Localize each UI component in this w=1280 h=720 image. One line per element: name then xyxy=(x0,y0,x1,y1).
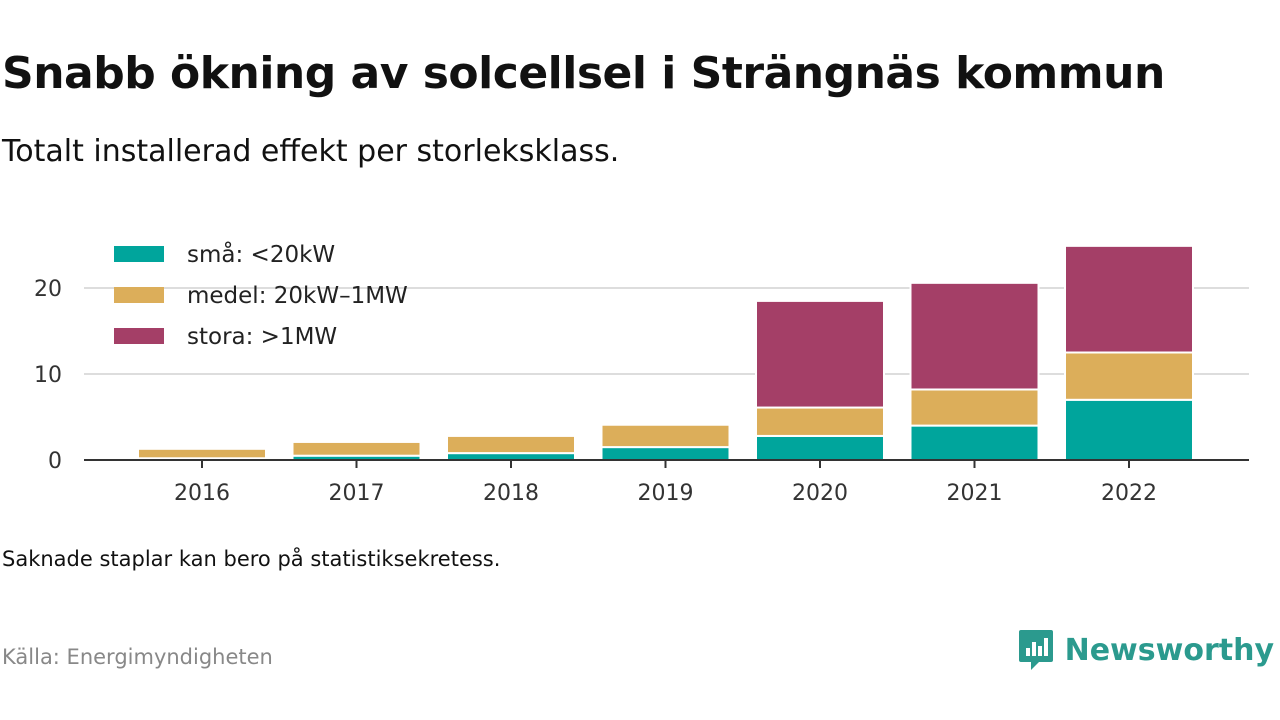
bar-2019-series-0 xyxy=(600,446,731,462)
bar-2022-series-1 xyxy=(1064,351,1194,401)
y-tick-label: 0 xyxy=(48,449,62,474)
x-tick-label: 2019 xyxy=(638,481,694,506)
x-tick-label: 2016 xyxy=(174,481,230,506)
bar-2021-series-0 xyxy=(909,424,1040,462)
legend-swatch-1 xyxy=(114,287,164,303)
brand-name: Newsworthy xyxy=(1064,632,1274,668)
legend-label-0: små: <20kW xyxy=(187,240,335,268)
bar-2020-series-2 xyxy=(755,299,885,409)
bar-2021-series-2 xyxy=(909,281,1040,391)
bar-2016-series-1 xyxy=(137,447,267,460)
chart-title: Snabb ökning av solcellsel i Strängnäs k… xyxy=(2,48,1165,99)
bar-2019-series-1 xyxy=(600,423,731,449)
gridlines xyxy=(84,287,1249,375)
x-tick-label: 2018 xyxy=(483,481,539,506)
chart-speech-bubble-icon xyxy=(1018,630,1053,670)
legend-label-1: medel: 20kW–1MW xyxy=(187,283,408,309)
legend-swatch-2 xyxy=(114,328,164,344)
bar-2018-series-0 xyxy=(446,452,576,461)
axis-ticks: 0 10 20 2016 2017 2018 2019 2020 2021 2022 xyxy=(34,277,1157,506)
bar-2022-series-2 xyxy=(1064,244,1194,354)
chart-subtitle: Totalt installerad effekt per storlekskl… xyxy=(2,134,620,169)
bar-2017-series-1 xyxy=(291,440,422,457)
x-tick-label: 2022 xyxy=(1101,481,1157,506)
x-tick-label: 2021 xyxy=(947,481,1003,506)
bars xyxy=(137,244,1194,462)
bar-2018-series-1 xyxy=(446,434,576,455)
bar-2021-series-1 xyxy=(909,388,1040,427)
legend-label-2: stora: >1MW xyxy=(187,324,337,350)
bar-2020-series-0 xyxy=(755,434,885,462)
x-tick-label: 2017 xyxy=(329,481,385,506)
y-tick-label: 10 xyxy=(34,363,62,388)
x-tick-label: 2020 xyxy=(792,481,848,506)
stacked-bar-chart: 0 10 20 2016 2017 2018 2019 2020 2021 2022 små: <… xyxy=(34,240,1249,506)
bar-2020-series-1 xyxy=(755,406,885,437)
bar-2022-series-0 xyxy=(1064,398,1194,461)
footnote: Saknade staplar kan bero på statistiksek… xyxy=(2,547,501,571)
legend-swatch-0 xyxy=(114,246,164,262)
source-credit: Källa: Energimyndigheten xyxy=(2,645,273,669)
newsworthy-logo: Newsworthy xyxy=(1017,628,1274,672)
y-tick-label: 20 xyxy=(34,277,62,302)
legend: små: <20kW medel: 20kW–1MW stora: >1MW xyxy=(114,240,408,350)
